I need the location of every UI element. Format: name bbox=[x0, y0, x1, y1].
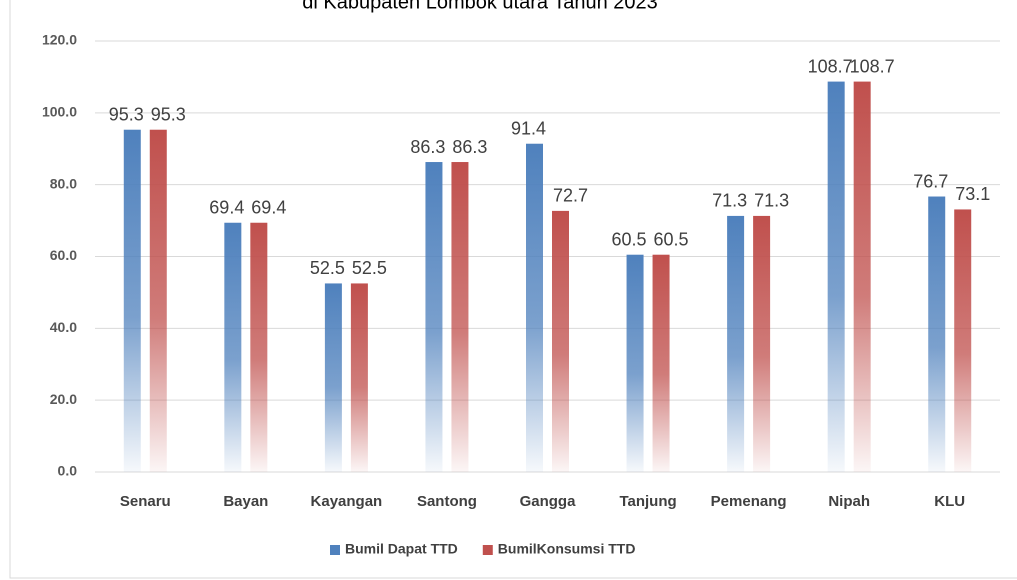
bar bbox=[928, 196, 946, 472]
x-tick-label: KLU bbox=[934, 493, 965, 510]
data-label: 71.3 bbox=[754, 191, 789, 211]
bar bbox=[324, 283, 342, 472]
x-tick-label: Bayan bbox=[223, 493, 268, 510]
bar bbox=[526, 143, 543, 472]
bar bbox=[727, 215, 745, 472]
data-label: 108.7 bbox=[850, 56, 895, 76]
y-tick-label: 120.0 bbox=[42, 32, 77, 48]
y-tick-label: 20.0 bbox=[50, 391, 77, 407]
bar bbox=[149, 129, 167, 472]
data-label: 86.3 bbox=[410, 137, 445, 157]
data-label: 91.4 bbox=[511, 118, 546, 138]
data-label: 95.3 bbox=[151, 104, 186, 124]
legend-swatch bbox=[482, 545, 493, 555]
data-label: 108.7 bbox=[808, 56, 853, 76]
x-tick-label: Nipah bbox=[828, 493, 870, 510]
y-tick-label: 0.0 bbox=[58, 463, 78, 479]
x-tick-label: Tanjung bbox=[619, 493, 676, 510]
x-tick-label: Pemenang bbox=[711, 493, 787, 510]
y-tick-label: 40.0 bbox=[50, 319, 77, 335]
bar bbox=[451, 162, 469, 472]
bar bbox=[350, 283, 368, 472]
chart-border bbox=[9, 0, 1017, 579]
legend-label: Bumil Dapat TTD bbox=[345, 541, 458, 557]
bar bbox=[652, 254, 670, 472]
bar bbox=[250, 222, 268, 472]
data-label: 71.3 bbox=[712, 191, 747, 211]
data-label: 69.4 bbox=[209, 197, 244, 217]
data-label: 72.7 bbox=[553, 186, 588, 206]
y-tick-label: 100.0 bbox=[42, 104, 77, 120]
x-tick-label: Gangga bbox=[520, 493, 576, 510]
y-tick-label: 60.0 bbox=[50, 247, 77, 263]
y-tick-label: 80.0 bbox=[50, 175, 77, 191]
legend-swatch bbox=[330, 545, 340, 555]
data-label: 52.5 bbox=[352, 258, 387, 278]
bar bbox=[626, 254, 644, 472]
bar bbox=[827, 81, 845, 473]
data-label: 69.4 bbox=[251, 197, 286, 217]
bar bbox=[123, 129, 141, 472]
data-label: 60.5 bbox=[612, 229, 647, 249]
bar bbox=[425, 162, 443, 472]
bar bbox=[853, 81, 871, 473]
data-label: 76.7 bbox=[913, 171, 948, 191]
legend-label: BumilKonsumsi TTD bbox=[498, 541, 636, 557]
data-label: 52.5 bbox=[310, 258, 345, 278]
x-tick-label: Santong bbox=[417, 493, 477, 510]
chart-title: di Kabupaten Lombok utara Tahun 2023 bbox=[302, 0, 657, 13]
bar bbox=[753, 215, 771, 472]
data-label: 73.1 bbox=[955, 184, 990, 204]
x-tick-label: Senaru bbox=[120, 493, 171, 510]
data-label: 60.5 bbox=[654, 229, 689, 249]
data-label: 86.3 bbox=[452, 137, 487, 157]
data-label: 95.3 bbox=[109, 104, 144, 124]
bar bbox=[224, 222, 242, 472]
bar bbox=[954, 209, 972, 473]
bar bbox=[552, 210, 569, 472]
x-tick-label: Kayangan bbox=[311, 493, 383, 510]
